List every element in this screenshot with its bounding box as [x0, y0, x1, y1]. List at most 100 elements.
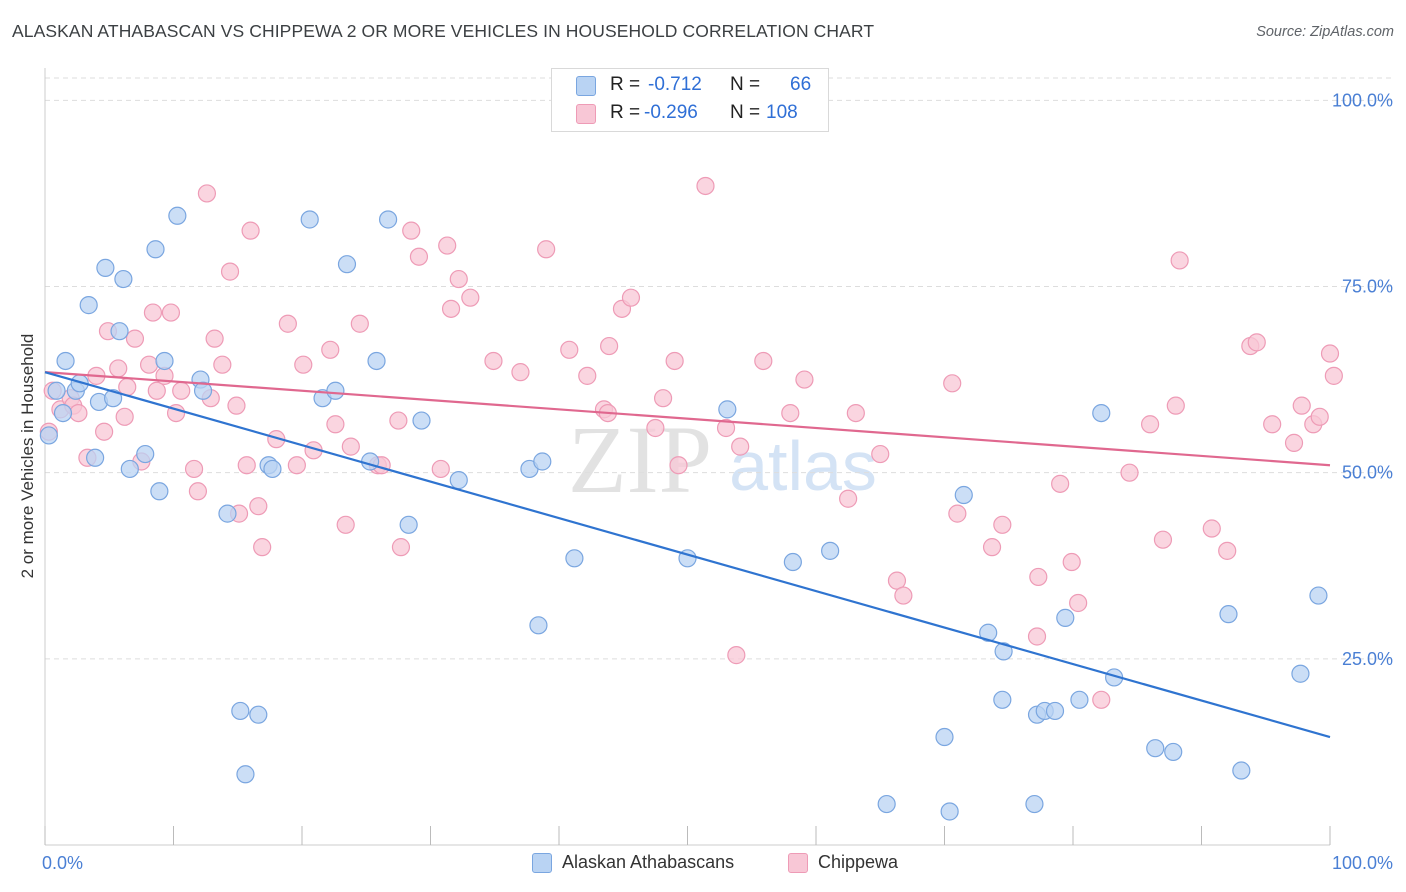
legend-row-chippewa: R = -0.296 N = 108 [552, 101, 828, 127]
data-point [441, 299, 461, 318]
data-point [300, 210, 319, 229]
data-point [409, 247, 429, 266]
data-point [1153, 530, 1173, 549]
data-point [237, 456, 256, 475]
data-point [337, 255, 357, 274]
data-point [263, 459, 282, 479]
data-point [336, 515, 355, 534]
data-point [147, 381, 166, 400]
data-point [1218, 541, 1237, 560]
tick-labels: 25.0% 50.0% 75.0% 100.0% 0.0% 100.0% [42, 90, 1393, 873]
data-point [1291, 664, 1310, 683]
data-point [696, 176, 715, 196]
data-point [197, 184, 217, 203]
data-point [1247, 333, 1266, 352]
data-point [669, 456, 688, 475]
source-credit: Source: ZipAtlas.com [1256, 24, 1394, 40]
data-point [993, 515, 1012, 534]
data-point [104, 389, 123, 408]
data-point [1219, 605, 1238, 624]
data-point [391, 538, 411, 557]
data-point [621, 288, 641, 307]
data-point [718, 400, 737, 419]
data-point [378, 210, 398, 229]
data-point [287, 456, 306, 475]
data-point [449, 269, 468, 289]
data-point [278, 314, 297, 333]
data-point [389, 411, 408, 430]
y-tick-label: 50.0% [1342, 463, 1393, 483]
data-point [227, 396, 246, 415]
data-point [795, 370, 814, 389]
data-point [940, 802, 959, 821]
legend-r-label: R = [610, 74, 641, 95]
data-point [109, 359, 128, 378]
data-point [249, 497, 268, 516]
data-point [361, 452, 380, 471]
data-point [213, 355, 232, 374]
data-point [253, 538, 272, 557]
data-point [438, 236, 457, 255]
data-point [560, 340, 579, 359]
bottom-legend-label: Alaskan Athabascans [562, 852, 735, 872]
data-point [484, 351, 503, 371]
y-tick-label: 100.0% [1332, 90, 1393, 110]
chart-title: ALASKAN ATHABASCAN VS CHIPPEWA 2 OR MORE… [12, 21, 875, 41]
data-point [341, 437, 360, 456]
trend-lines [44, 371, 1331, 739]
data-point [114, 269, 133, 289]
data-point [1140, 415, 1160, 434]
data-point [1324, 366, 1343, 385]
data-point [1062, 552, 1081, 572]
legend-row-athabascan: R = -0.712 N = 66 [552, 73, 828, 99]
data-point [781, 403, 800, 423]
data-point [846, 403, 865, 423]
data-point [1309, 586, 1328, 605]
athabascan-trend-line [44, 371, 1331, 739]
legend-swatch-pink [576, 104, 596, 124]
data-point [511, 363, 530, 382]
data-point [350, 314, 369, 333]
data-point [537, 240, 556, 259]
data-point [241, 221, 260, 240]
bottom-legend-label: Chippewa [818, 852, 899, 872]
data-point [533, 452, 552, 471]
data-point [79, 296, 98, 315]
data-point [948, 504, 967, 523]
watermark-zip: ZIP [568, 406, 712, 513]
legend-swatch-blue [576, 76, 596, 96]
data-point [115, 407, 134, 426]
data-point [184, 459, 204, 479]
data-point [69, 403, 88, 423]
data-point [168, 206, 187, 225]
data-point [935, 727, 954, 747]
data-point [943, 374, 962, 393]
data-point [646, 418, 665, 438]
data-point [665, 351, 684, 371]
data-point [172, 381, 191, 400]
y-tick-label: 75.0% [1342, 277, 1393, 297]
data-point [110, 322, 129, 341]
data-point [294, 355, 313, 374]
data-point [1170, 251, 1189, 270]
data-point [1027, 627, 1047, 646]
legend-n-label: N = [730, 102, 761, 123]
data-point [821, 541, 840, 560]
data-point [321, 340, 340, 359]
data-point [1056, 608, 1075, 627]
data-point [236, 765, 255, 784]
data-point [731, 437, 750, 456]
data-point [412, 411, 431, 430]
data-point [954, 485, 973, 505]
data-point [150, 482, 169, 501]
x-tick-label: 100.0% [1332, 853, 1393, 873]
data-point [1092, 403, 1111, 423]
data-point [56, 351, 75, 371]
correlation-legend: R = -0.712 N = 66 R = -0.296 N = 108 [551, 68, 829, 132]
data-point [47, 381, 66, 400]
data-point [653, 389, 673, 408]
data-point [1232, 761, 1251, 780]
data-point [193, 381, 213, 400]
data-point [125, 329, 145, 348]
